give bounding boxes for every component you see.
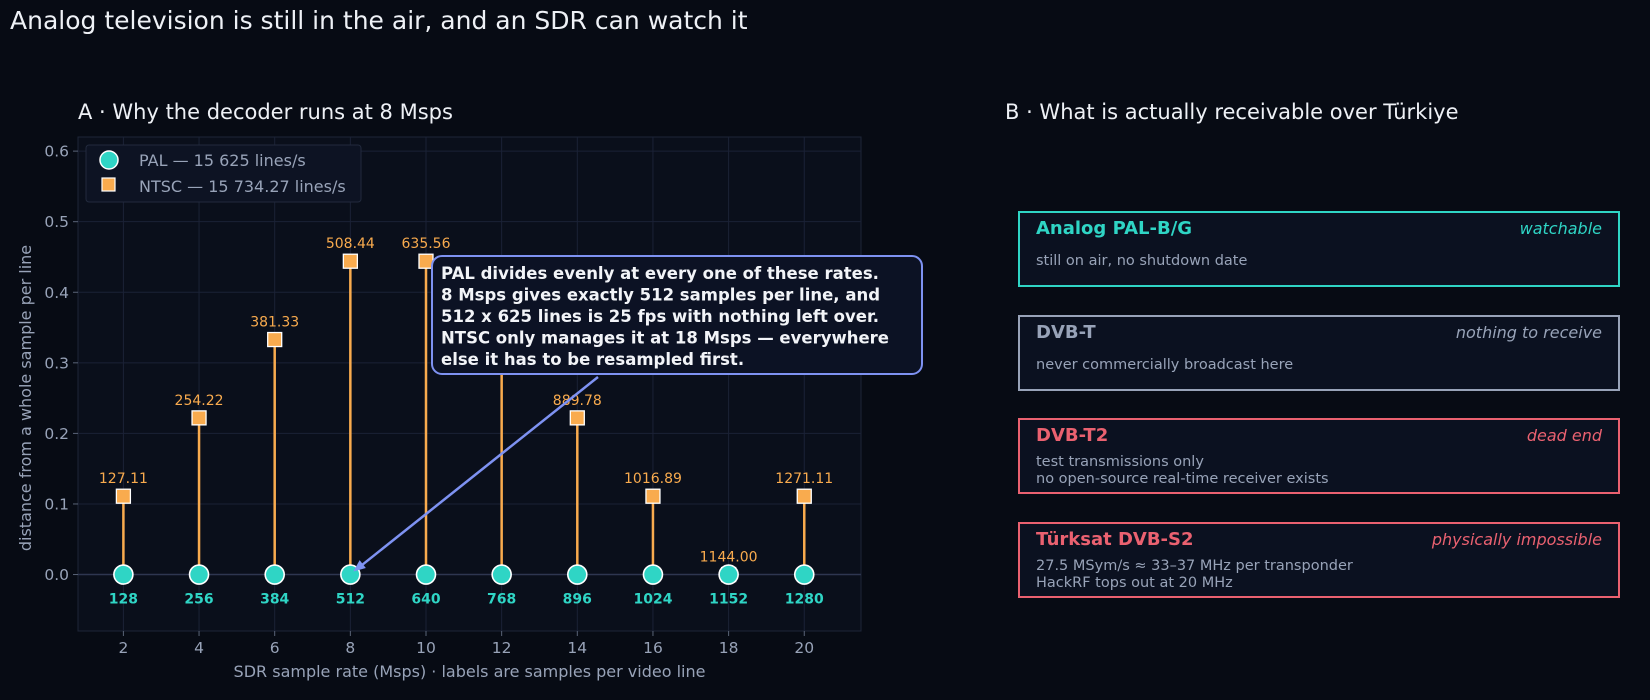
- pal-data-label: 896: [563, 592, 592, 608]
- y-tick-label: 0.5: [44, 213, 69, 231]
- card-status: dead end: [1526, 426, 1602, 445]
- ntsc-data-label: 635.56: [402, 236, 451, 252]
- pal-marker: [264, 564, 285, 585]
- card-status: watchable: [1519, 219, 1602, 238]
- ntsc-marker: [418, 253, 434, 269]
- x-tick-label: 6: [270, 639, 280, 657]
- plot-area: [77, 136, 862, 632]
- receivability-card: DVB-T2 dead end test transmissions only no …: [1018, 418, 1620, 494]
- y-tick-label: 0.0: [44, 566, 69, 584]
- pal-data-label: 1280: [785, 592, 824, 608]
- ntsc-data-label: 254.22: [175, 393, 224, 409]
- pal-data-label: 384: [260, 592, 289, 608]
- receivability-card: Analog PAL-B/G watchable still on air, no …: [1018, 211, 1620, 287]
- annotation-line: 8 Msps gives exactly 512 samples per lin…: [441, 286, 880, 305]
- annotation-box: [431, 255, 923, 375]
- pal-marker: [642, 564, 664, 585]
- x-axis-label: SDR sample rate (Msps) · labels are samp…: [234, 662, 706, 681]
- card-detail: HackRF tops out at 20 MHz: [1036, 575, 1233, 591]
- card-detail: test transmissions only: [1036, 454, 1204, 470]
- card-name: DVB-T: [1036, 322, 1096, 343]
- pal-data-label: 256: [184, 592, 213, 608]
- pal-marker: [113, 564, 134, 585]
- legend-pal-marker: [99, 150, 119, 170]
- annotation-line: PAL divides evenly at every one of these…: [441, 264, 879, 283]
- panel-b-title: B · What is actually receivable over Tür…: [1005, 100, 1459, 124]
- card-name: Analog PAL-B/G: [1036, 218, 1193, 239]
- ntsc-marker: [191, 410, 207, 426]
- pal-marker: [188, 564, 210, 585]
- ntsc-data-label: 127.11: [99, 471, 148, 487]
- card-name: DVB-T2: [1036, 425, 1109, 446]
- ntsc-data-label: 1016.89: [624, 471, 682, 487]
- x-tick-label: 20: [794, 639, 814, 657]
- annotation-arrowhead: [353, 560, 366, 572]
- pal-data-label: 128: [109, 592, 138, 608]
- annotation-line: 512 x 625 lines is 25 fps with nothing l…: [441, 307, 879, 326]
- ntsc-data-label: 508.44: [326, 236, 375, 252]
- annotation-line: else it has to be resampled first.: [441, 350, 744, 369]
- pal-marker: [415, 564, 437, 585]
- panel-a-title: A · Why the decoder runs at 8 Msps: [78, 100, 453, 124]
- card-detail: never commercially broadcast here: [1036, 357, 1294, 373]
- pal-marker: [718, 564, 739, 585]
- pal-data-label: 1152: [709, 592, 748, 608]
- receivability-card: DVB-T nothing to receive never commerciall…: [1018, 315, 1620, 391]
- card-status: physically impossible: [1431, 530, 1602, 549]
- x-tick-label: 12: [492, 639, 512, 657]
- card-detail: 27.5 MSym/s ≈ 33–37 MHz per transponder: [1036, 558, 1353, 574]
- y-tick-label: 0.3: [44, 354, 69, 372]
- card-name: Türksat DVB-S2: [1036, 529, 1194, 550]
- card-status: nothing to receive: [1455, 323, 1602, 342]
- x-tick-label: 4: [194, 639, 204, 657]
- y-tick-label: 0.4: [44, 284, 69, 302]
- pal-marker: [491, 564, 512, 585]
- y-tick-label: 0.6: [44, 143, 69, 161]
- x-tick-label: 16: [643, 639, 663, 657]
- x-tick-label: 10: [416, 639, 436, 657]
- pal-data-label: 768: [487, 592, 516, 608]
- y-tick-label: 0.1: [44, 495, 69, 513]
- ntsc-marker: [115, 488, 132, 504]
- ntsc-data-label: 381.33: [250, 315, 299, 331]
- pal-marker: [567, 564, 588, 585]
- page-title: Analog television is still in the air, a…: [10, 6, 748, 35]
- annotation-arrow: [360, 376, 599, 567]
- ntsc-marker: [569, 410, 585, 426]
- legend-ntsc-label: NTSC — 15 734.27 lines/s: [139, 177, 346, 196]
- ntsc-data-label: 889.78: [553, 393, 602, 409]
- x-tick-label: 8: [345, 639, 355, 657]
- card-detail: still on air, no shutdown date: [1036, 253, 1248, 269]
- pal-marker: [793, 564, 815, 585]
- pal-data-label: 640: [411, 592, 440, 608]
- ntsc-marker: [645, 488, 661, 504]
- card-detail: no open-source real-time receiver exists: [1036, 471, 1329, 487]
- annotation-line: NTSC only manages it at 18 Msps — everyw…: [441, 329, 889, 348]
- ntsc-marker: [267, 331, 283, 348]
- y-axis-label: distance from a whole sample per line: [16, 245, 35, 551]
- pal-data-label: 1024: [633, 592, 672, 608]
- receivability-card: Türksat DVB-S2 physically impossible 27.5 …: [1018, 522, 1620, 598]
- legend-ntsc-marker: [101, 177, 116, 192]
- x-tick-label: 14: [567, 639, 587, 657]
- x-tick-label: 18: [719, 639, 739, 657]
- ntsc-data-label: 1144.00: [700, 550, 758, 566]
- ntsc-marker: [342, 253, 358, 269]
- y-tick-label: 0.2: [44, 425, 69, 443]
- legend-box: [85, 144, 362, 203]
- ntsc-data-label: 1271.11: [775, 471, 833, 487]
- pal-data-label: 512: [336, 592, 365, 608]
- x-tick-label: 2: [118, 639, 128, 657]
- legend-pal-label: PAL — 15 625 lines/s: [139, 151, 306, 170]
- ntsc-marker: [796, 488, 812, 504]
